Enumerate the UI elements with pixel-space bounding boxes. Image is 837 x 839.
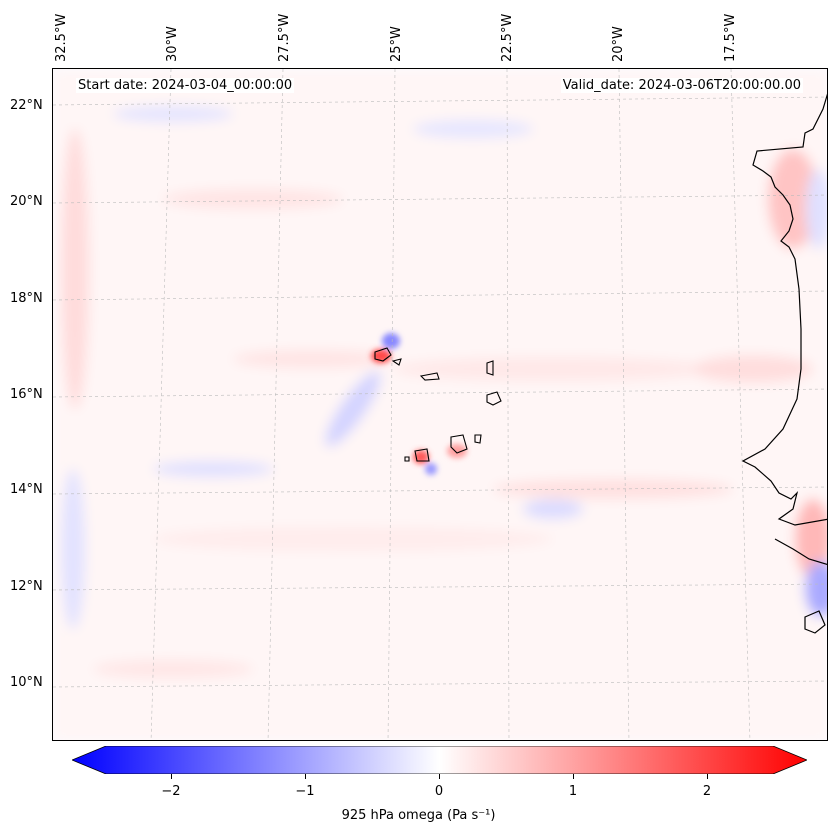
colorbar-tick-label: 2: [702, 784, 712, 799]
colorbar-tickmark: [573, 774, 574, 779]
colorbar-tick-label: 1: [568, 784, 578, 799]
graticule: [53, 69, 827, 740]
colorbar: [72, 746, 807, 774]
lon-label: 27.5°W: [277, 13, 292, 62]
colorbar-tick-label: 0: [434, 784, 444, 799]
omega-field: [53, 69, 827, 740]
lat-label: 10°N: [10, 675, 43, 690]
colorbar-tickmark: [171, 774, 172, 779]
map-panel: [52, 68, 828, 741]
cape-verde-islands: [374, 347, 502, 462]
lon-label: 22.5°W: [500, 13, 515, 62]
colorbar-tickmark: [707, 774, 708, 779]
lon-label: 25°W: [389, 26, 404, 62]
lat-label: 20°N: [10, 194, 43, 209]
colorbar-tick-label: −2: [161, 784, 181, 799]
lat-label: 22°N: [10, 98, 43, 113]
colorbar-tick-label: −1: [295, 784, 315, 799]
lon-label: 30°W: [165, 26, 180, 62]
coastline: [741, 93, 827, 634]
lon-label: 17.5°W: [723, 13, 738, 62]
colorbar-tickmark: [439, 774, 440, 779]
lat-label: 18°N: [10, 291, 43, 306]
colorbar-label: 925 hPa omega (Pa s⁻¹): [341, 808, 496, 823]
lat-label: 16°N: [10, 387, 43, 402]
colorbar-tickmark: [305, 774, 306, 779]
lat-label: 14°N: [10, 482, 43, 497]
lat-label: 12°N: [10, 579, 43, 594]
omega-field-map: [53, 69, 827, 740]
start-date-label: Start date: 2024-03-04_00:00:00: [76, 78, 295, 93]
lon-label: 32.5°W: [54, 13, 69, 62]
valid-date-label: Valid_date: 2024-03-06T20:00:00.00: [560, 78, 803, 93]
lon-label: 20°W: [611, 26, 626, 62]
